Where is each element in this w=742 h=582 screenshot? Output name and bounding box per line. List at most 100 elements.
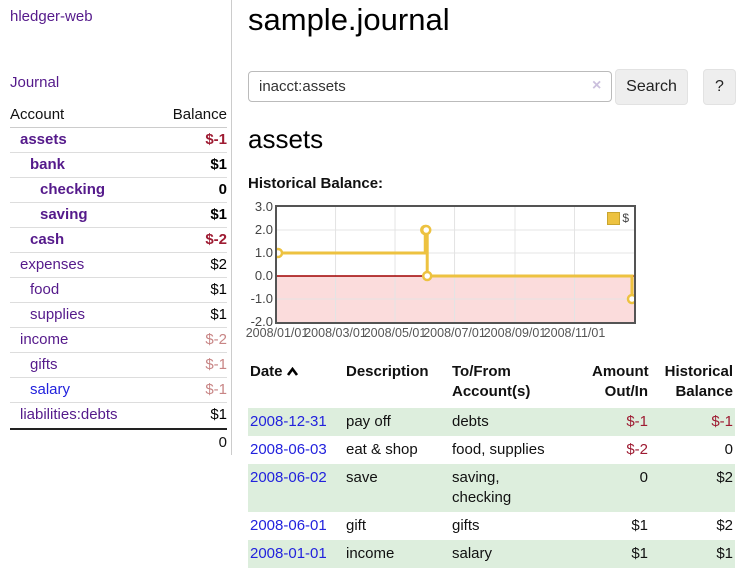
accounts-header: Account Balance: [10, 104, 227, 128]
clear-search-icon[interactable]: ×: [592, 77, 602, 94]
transaction-description: save: [346, 469, 378, 486]
transaction-amount: $-1: [626, 413, 648, 430]
transaction-amount: $1: [631, 545, 648, 562]
search-button[interactable]: Search: [615, 69, 688, 105]
account-link[interactable]: gifts: [30, 356, 58, 373]
account-row: liabilities:debts $1: [10, 403, 227, 428]
transaction-date-cell: 2008-12-31: [248, 408, 344, 436]
sidebar-item-journal[interactable]: Journal: [10, 74, 60, 91]
legend-label: $: [622, 211, 629, 225]
transaction-description: income: [346, 545, 395, 562]
chart-title: Historical Balance:: [248, 175, 384, 192]
transaction-description: pay off: [346, 413, 391, 430]
page-title: sample.journal: [248, 2, 450, 37]
account-link[interactable]: bank: [30, 156, 66, 173]
accounts-total-row: 0: [10, 428, 227, 453]
chart-plot-area[interactable]: $: [272, 205, 638, 324]
account-row: assets $-1: [10, 128, 227, 153]
help-button[interactable]: ?: [703, 69, 736, 105]
accounts-total-value: 0: [218, 434, 227, 451]
x-tick-label: 2008/09/01: [483, 326, 547, 340]
chart-legend: $: [605, 210, 631, 226]
account-balance: $-2: [205, 331, 227, 348]
transaction-balance: $1: [716, 545, 733, 562]
account-row: cash $-2: [10, 228, 227, 253]
x-tick-label: 2008/07/01: [423, 326, 486, 340]
x-tick-label: 2008/03/01: [304, 326, 367, 340]
account-balance: $2: [210, 256, 227, 273]
transaction-row: 2008-12-31 pay off debts $-1 $-1: [248, 408, 735, 436]
transaction-date-link[interactable]: 2008-06-01: [250, 517, 327, 534]
account-balance: $1: [210, 306, 227, 323]
transaction-date-cell: 2008-06-01: [248, 512, 344, 540]
transaction-date-cell: 2008-06-03: [248, 436, 344, 464]
x-tick-label: 2008/05/01: [363, 326, 427, 340]
search-input[interactable]: [248, 71, 612, 102]
transaction-amount: $1: [631, 517, 648, 534]
account-link[interactable]: saving: [40, 206, 88, 223]
account-link[interactable]: expenses: [20, 256, 85, 273]
y-tick-label: -2.0: [250, 314, 273, 329]
x-tick-label: 2008/11/01: [543, 326, 606, 340]
sidebar-divider: [231, 0, 232, 455]
accounts-panel: Account Balance assets $-1 bank $1 checking 0…: [10, 104, 227, 453]
account-link[interactable]: supplies: [30, 306, 86, 323]
account-balance: $1: [210, 406, 227, 423]
account-balance: $1: [210, 281, 227, 298]
y-tick-label: 0.0: [254, 268, 273, 283]
account-row: gifts $-1: [10, 353, 227, 378]
transaction-balance: $2: [716, 517, 733, 534]
legend-swatch-icon: [607, 211, 621, 225]
register-header-row: Date Description To/From Account(s) Amou…: [248, 360, 735, 408]
account-row: saving $1: [10, 203, 227, 228]
sort-asc-icon: [286, 362, 299, 382]
accounts-header-account: Account: [10, 106, 65, 123]
account-link[interactable]: food: [30, 281, 60, 298]
account-balance: $1: [210, 156, 227, 173]
col-header-balance: Historical Balance: [664, 363, 733, 400]
transaction-balance: 0: [724, 441, 733, 458]
transaction-row: 2008-06-02 save saving, checking 0 $2: [248, 464, 735, 512]
account-row: expenses $2: [10, 253, 227, 278]
transaction-row: 2008-06-01 gift gifts $1 $2: [248, 512, 735, 540]
account-link[interactable]: cash: [30, 231, 65, 248]
transaction-date-link[interactable]: 2008-12-31: [250, 413, 327, 430]
transaction-date-link[interactable]: 2008-06-03: [250, 441, 327, 458]
y-tick-label: 2.0: [254, 222, 273, 237]
transaction-balance: $-1: [711, 413, 733, 430]
chart-canvas: [272, 207, 638, 322]
col-header-accounts: To/From Account(s): [452, 363, 531, 400]
account-row: food $1: [10, 278, 227, 303]
account-link[interactable]: checking: [40, 181, 106, 198]
transaction-accounts: debts: [452, 413, 489, 430]
accounts-header-balance: Balance: [172, 106, 227, 123]
col-header-amount: Amount Out/In: [592, 363, 649, 400]
account-link[interactable]: salary: [30, 381, 71, 398]
transaction-accounts: saving, checking: [452, 469, 512, 506]
account-row: salary $-1: [10, 378, 227, 403]
transaction-date-cell: 2008-06-02: [248, 464, 344, 512]
transaction-date-link[interactable]: 2008-06-02: [250, 469, 327, 486]
transaction-amount: $-2: [626, 441, 648, 458]
account-link[interactable]: income: [20, 331, 69, 348]
account-row: checking 0: [10, 178, 227, 203]
col-header-date[interactable]: Date: [248, 360, 344, 408]
transaction-balance: $2: [716, 469, 733, 486]
account-balance: $-2: [205, 231, 227, 248]
account-row: bank $1: [10, 153, 227, 178]
account-link[interactable]: assets: [20, 131, 67, 148]
transaction-date-link[interactable]: 2008-01-01: [250, 545, 327, 562]
transaction-accounts: food, supplies: [452, 441, 545, 458]
account-link[interactable]: liabilities:debts: [20, 406, 118, 423]
account-row: supplies $1: [10, 303, 227, 328]
y-tick-label: 1.0: [254, 245, 273, 260]
app-brand-link[interactable]: hledger-web: [10, 8, 93, 25]
transaction-accounts: salary: [452, 545, 493, 562]
register-table: Date Description To/From Account(s) Amou…: [248, 360, 735, 568]
account-balance: $1: [210, 206, 227, 223]
transaction-row: 2008-06-03 eat & shop food, supplies $-2 0: [248, 436, 735, 464]
accounts-list: assets $-1 bank $1 checking 0 saving $1 cash $-2 e…: [10, 128, 227, 428]
historical-balance-chart: 3.0 2.0 1.0 0.0 -1.0 -2.0 $ 2008/01/01 2008/03…: [243, 200, 742, 345]
transaction-date-cell: 2008-01-01: [248, 540, 344, 568]
x-tick-label: 2008/01/01: [245, 326, 309, 340]
